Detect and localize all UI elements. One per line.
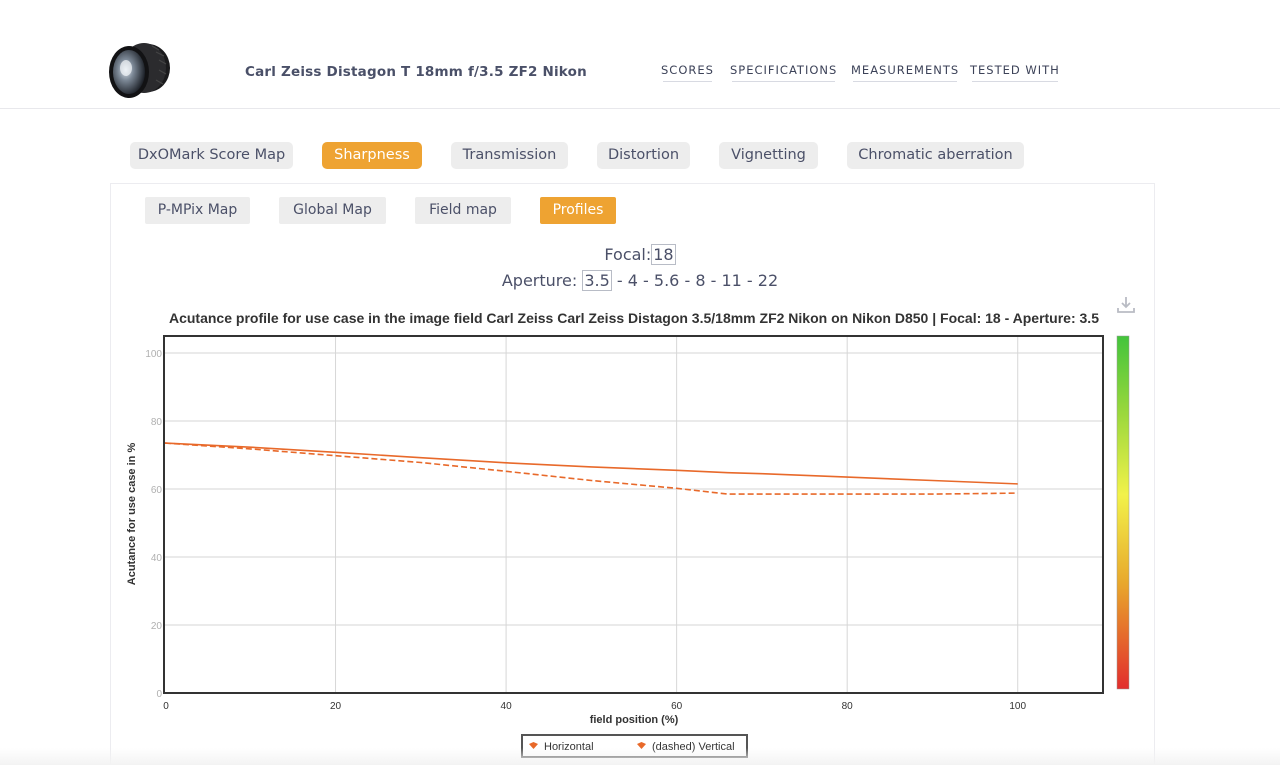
y-tick-label: 0	[156, 689, 162, 700]
aperture-option[interactable]: 8	[695, 271, 706, 290]
aperture-option[interactable]: 3.5	[582, 270, 612, 291]
x-tick-label: 100	[1009, 701, 1026, 712]
legend-marker-icon	[637, 742, 646, 749]
chart-series	[164, 442, 1018, 495]
x-tick-label: 0	[163, 701, 169, 712]
nav-tested-with-label: TESTED WITH	[970, 63, 1060, 77]
aperture-option[interactable]: 4	[627, 271, 638, 290]
nav-tested-with[interactable]: TESTED WITH	[970, 63, 1060, 82]
y-axis-label: Acutance for use case in %	[126, 443, 138, 586]
x-tick-label: 60	[671, 701, 683, 712]
page-header: Carl Zeiss Distagon T 18mm f/3.5 ZF2 Nik…	[0, 0, 1280, 109]
axis-ticks: 0 20 40 60 80 100 0 20 40 60 80 100	[145, 349, 1026, 712]
legend-marker-icon	[529, 742, 538, 749]
chart-title: Acutance profile for use case in the ima…	[168, 310, 1099, 326]
tab-transmission[interactable]: Transmission	[451, 142, 568, 169]
x-tick-label: 40	[501, 701, 513, 712]
series-line-horizontal	[164, 442, 1018, 485]
nav-specifications[interactable]: SPECIFICATIONS	[730, 63, 838, 82]
tab-sharpness[interactable]: Sharpness	[322, 142, 422, 169]
aperture-selector: Aperture: 3.5 - 4 - 5.6 - 8 - 11 - 22	[501, 270, 779, 291]
y-tick-label: 100	[145, 349, 162, 360]
nav-underline	[972, 81, 1058, 82]
nav-measurements-label: MEASUREMENTS	[851, 63, 960, 77]
nav-underline	[732, 81, 836, 82]
x-tick-label: 80	[842, 701, 854, 712]
y-tick-label: 40	[151, 553, 163, 564]
chart-grid	[165, 336, 1103, 693]
nav-measurements[interactable]: MEASUREMENTS	[851, 63, 960, 82]
y-tick-label: 60	[151, 485, 163, 496]
color-scale-bar	[1116, 335, 1130, 690]
subtab-global-map[interactable]: Global Map	[279, 197, 386, 224]
nav-underline	[663, 81, 712, 82]
download-icon[interactable]	[1116, 295, 1136, 315]
product-title: Carl Zeiss Distagon T 18mm f/3.5 ZF2 Nik…	[245, 64, 587, 80]
nav-specifications-label: SPECIFICATIONS	[730, 63, 838, 77]
tab-chromatic-aberration[interactable]: Chromatic aberration	[847, 142, 1024, 169]
focal-selector: Focal: 18	[0, 244, 1280, 265]
nav-underline	[853, 81, 958, 82]
subtab-p-mpix-map[interactable]: P-MPix Map	[145, 197, 250, 224]
subtab-field-map[interactable]: Field map	[415, 197, 511, 224]
x-tick-label: 20	[330, 701, 342, 712]
x-axis-label: field position (%)	[590, 714, 679, 726]
nav-scores-label: SCORES	[661, 63, 714, 77]
lens-product-image	[109, 43, 170, 98]
footer-fade	[0, 748, 1280, 765]
y-tick-label: 80	[151, 417, 163, 428]
aperture-option[interactable]: 22	[757, 271, 779, 290]
tab-vignetting[interactable]: Vignetting	[719, 142, 818, 169]
aperture-option[interactable]: 11	[721, 271, 742, 290]
focal-option[interactable]: 18	[651, 244, 676, 265]
aperture-option[interactable]: 5.6	[653, 271, 680, 290]
aperture-label: Aperture:	[501, 271, 578, 290]
focal-label: Focal:	[604, 245, 652, 264]
subtab-profiles[interactable]: Profiles	[540, 197, 616, 224]
tab-dxomark-score-map[interactable]: DxOMark Score Map	[130, 142, 293, 169]
tab-distortion[interactable]: Distortion	[597, 142, 690, 169]
y-tick-label: 20	[151, 621, 163, 632]
content-panel	[110, 183, 1155, 765]
nav-scores[interactable]: SCORES	[661, 63, 714, 82]
plot-frame	[163, 335, 1104, 694]
series-line-vertical	[164, 442, 1018, 495]
